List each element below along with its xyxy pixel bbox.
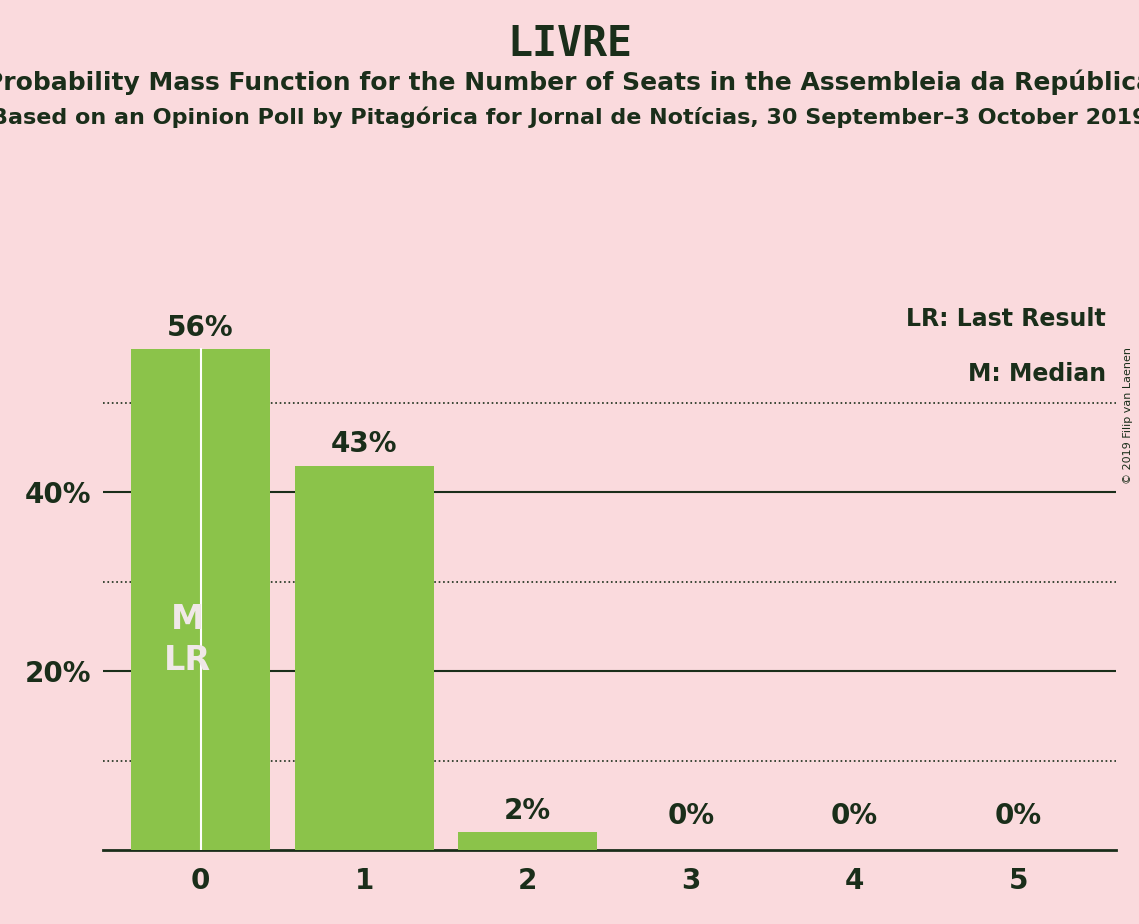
Text: Based on an Opinion Poll by Pitagórica for Jornal de Notícias, 30 September–3 Oc: Based on an Opinion Poll by Pitagórica f…: [0, 106, 1139, 128]
Text: LR: Last Result: LR: Last Result: [907, 307, 1106, 331]
Bar: [295, 466, 434, 850]
Text: LIVRE: LIVRE: [507, 23, 632, 65]
Text: © 2019 Filip van Laenen: © 2019 Filip van Laenen: [1123, 347, 1133, 484]
Text: M
LR: M LR: [164, 602, 211, 676]
Text: 0%: 0%: [667, 802, 714, 831]
Text: 43%: 43%: [330, 431, 398, 458]
Text: 0%: 0%: [831, 802, 878, 831]
Text: M: Median: M: Median: [968, 362, 1106, 386]
Bar: [131, 349, 270, 850]
Text: 2%: 2%: [505, 797, 551, 825]
Text: 0%: 0%: [994, 802, 1042, 831]
Bar: [458, 833, 597, 850]
Text: 56%: 56%: [167, 314, 233, 342]
Text: Probability Mass Function for the Number of Seats in the Assembleia da República: Probability Mass Function for the Number…: [0, 69, 1139, 95]
